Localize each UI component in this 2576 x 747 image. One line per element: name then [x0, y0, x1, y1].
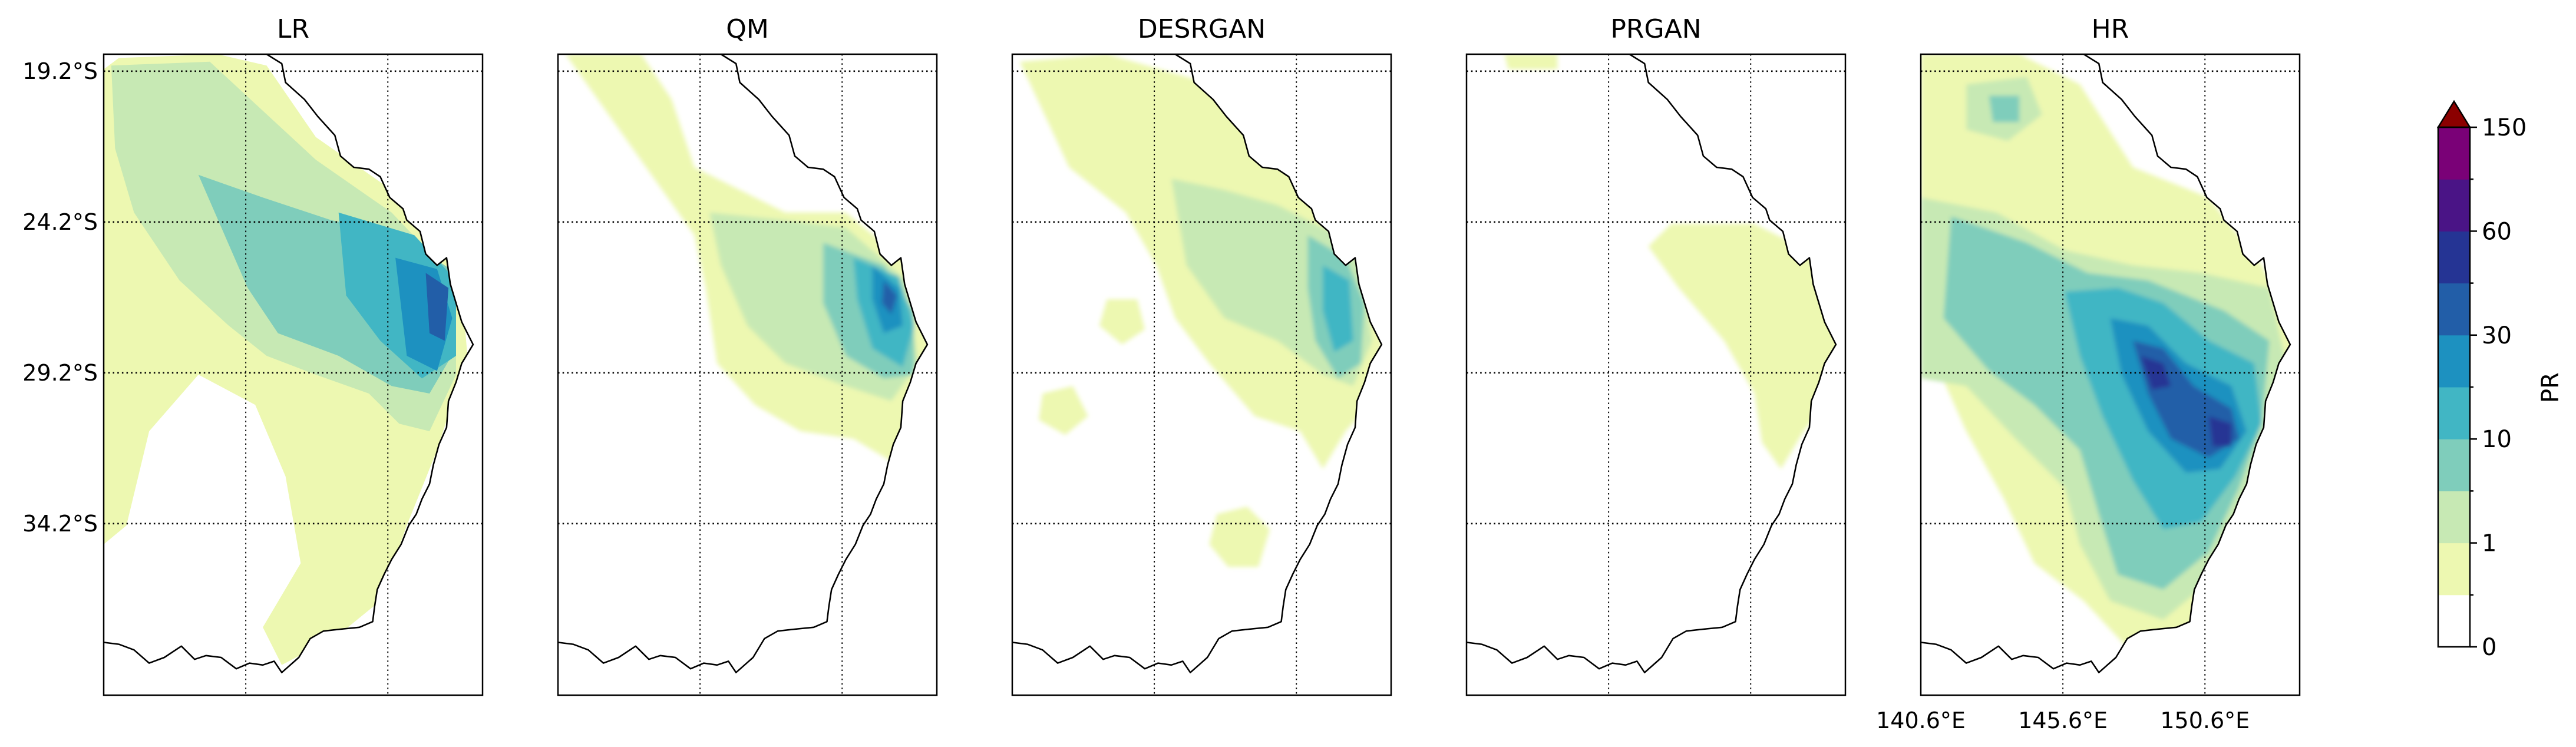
precip-field [1504, 54, 1836, 470]
panel-title: HR [2092, 14, 2129, 44]
lat-tick-label: 19.2°S [22, 58, 98, 84]
panel-hr: HR [1920, 14, 2301, 696]
panel-frame [1920, 53, 2301, 696]
colorbar-block [2438, 231, 2470, 284]
precip-field [1921, 54, 2290, 654]
precip-field [1019, 54, 1382, 567]
coastline [1012, 53, 1383, 673]
precip-contour [881, 280, 897, 315]
panel-frame [103, 53, 484, 696]
precip-contour [1648, 224, 1836, 470]
lat-tick-label: 24.2°S [22, 209, 98, 235]
coastline [1466, 53, 1837, 673]
colorbar-extend-arrow [2436, 100, 2472, 128]
colorbar-block [2438, 543, 2470, 596]
coastline [557, 53, 929, 673]
colorbar-tick-label: 30 [2482, 322, 2512, 349]
panel-prgan: PRGAN [1465, 14, 1847, 696]
panel-frame [1011, 53, 1392, 696]
colorbar-label: PR [2537, 372, 2564, 403]
colorbar: 0 1 10 30 60 150 PR [2436, 100, 2564, 661]
colorbar-block [2438, 335, 2470, 388]
precip-field [565, 54, 927, 462]
colorbar-tick-label: 10 [2482, 426, 2512, 453]
precip-contour [1504, 54, 1558, 70]
colorbar-block [2438, 491, 2470, 544]
panel-title: QM [726, 14, 769, 44]
precip-contour [1099, 299, 1145, 345]
precip-contour [425, 273, 449, 341]
panel-desrgan: DESRGAN [1011, 14, 1392, 696]
precip-field [104, 54, 468, 665]
lat-tick-label: 29.2°S [22, 360, 98, 386]
precip-contour [2140, 356, 2171, 390]
coastline [103, 53, 474, 673]
panels: LR 19.2°S 24.2°S 29.2°S 34.2°S QM DESRGAN PRGAN… [22, 14, 2301, 733]
colorbar-block [2438, 179, 2470, 232]
colorbar-blocks [2438, 127, 2470, 647]
colorbar-tick-label: 150 [2482, 114, 2527, 141]
precip-contour [1039, 386, 1088, 435]
precip-contour [1323, 265, 1353, 352]
panel-lr: LR [103, 14, 484, 696]
precip-contour [2208, 416, 2232, 447]
panel-frame [1465, 53, 1847, 696]
colorbar-block [2438, 387, 2470, 439]
lon-tick-label: 140.6°E [1876, 708, 1966, 733]
colorbar-tick-label: 1 [2482, 530, 2496, 557]
colorbar-block [2438, 127, 2470, 180]
colorbar-tick-label: 0 [2482, 634, 2496, 661]
panel-title: DESRGAN [1138, 14, 1266, 44]
lon-tick-label: 145.6°E [2018, 708, 2108, 733]
lon-tick-label: 150.6°E [2160, 708, 2250, 733]
panel-qm: QM [557, 14, 938, 696]
panel-title: LR [277, 14, 309, 44]
panel-frame [557, 53, 938, 696]
precip-contour [1989, 95, 2020, 123]
precip-contour [1209, 507, 1270, 567]
colorbar-tick-label: 60 [2482, 218, 2512, 245]
colorbar-block [2438, 283, 2470, 336]
panel-title: PRGAN [1610, 14, 1701, 44]
colorbar-ticks: 0 1 10 30 60 150 [2470, 114, 2527, 661]
colorbar-block [2438, 594, 2470, 647]
lat-tick-label: 34.2°S [22, 511, 98, 537]
coastline [1920, 53, 2291, 673]
colorbar-block [2438, 439, 2470, 491]
